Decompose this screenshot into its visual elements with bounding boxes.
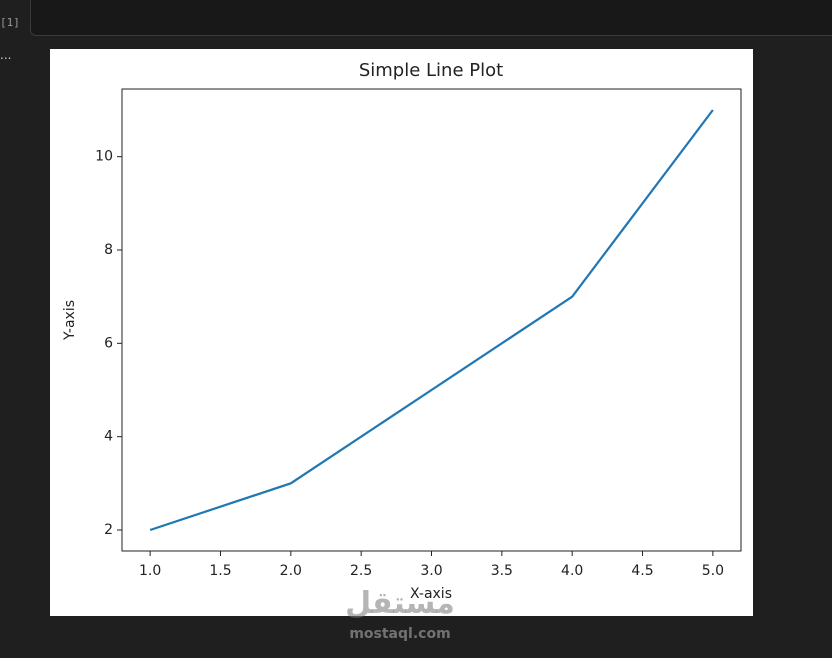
y-tick-label: 2: [104, 522, 113, 538]
chart: Simple Line Plot X-axis Y-axis 1.0 1.5 2.0…: [50, 49, 753, 616]
x-tick-label: 3.0: [420, 563, 442, 579]
x-tick-label: 4.5: [631, 563, 653, 579]
x-tick-label: 2.0: [280, 563, 302, 579]
watermark-site: mostaql.com: [349, 626, 451, 642]
plot-frame: [121, 88, 742, 552]
y-axis-label: Y-axis: [62, 300, 78, 341]
x-tick-label: 1.0: [139, 563, 161, 579]
execution-count: [1]: [0, 16, 20, 29]
line-series: [149, 109, 714, 532]
chart-title: Simple Line Plot: [359, 60, 503, 81]
x-tick-label: 5.0: [702, 563, 724, 579]
x-axis-label: X-axis: [410, 586, 452, 602]
figure-background: [50, 49, 753, 616]
x-tick-label: 4.0: [561, 563, 583, 579]
y-tick-label: 8: [104, 242, 113, 258]
x-tick-label: 2.5: [350, 563, 372, 579]
y-tick-label: 6: [104, 335, 113, 351]
code-cell[interactable]: [30, 0, 832, 36]
output-marker[interactable]: ...: [0, 48, 12, 62]
x-tick-label: 3.5: [491, 563, 513, 579]
watermark-logo: مستقل: [345, 586, 455, 621]
y-tick-label: 10: [95, 149, 113, 165]
x-tick-label: 1.5: [209, 563, 231, 579]
y-tick-label: 4: [104, 429, 113, 445]
